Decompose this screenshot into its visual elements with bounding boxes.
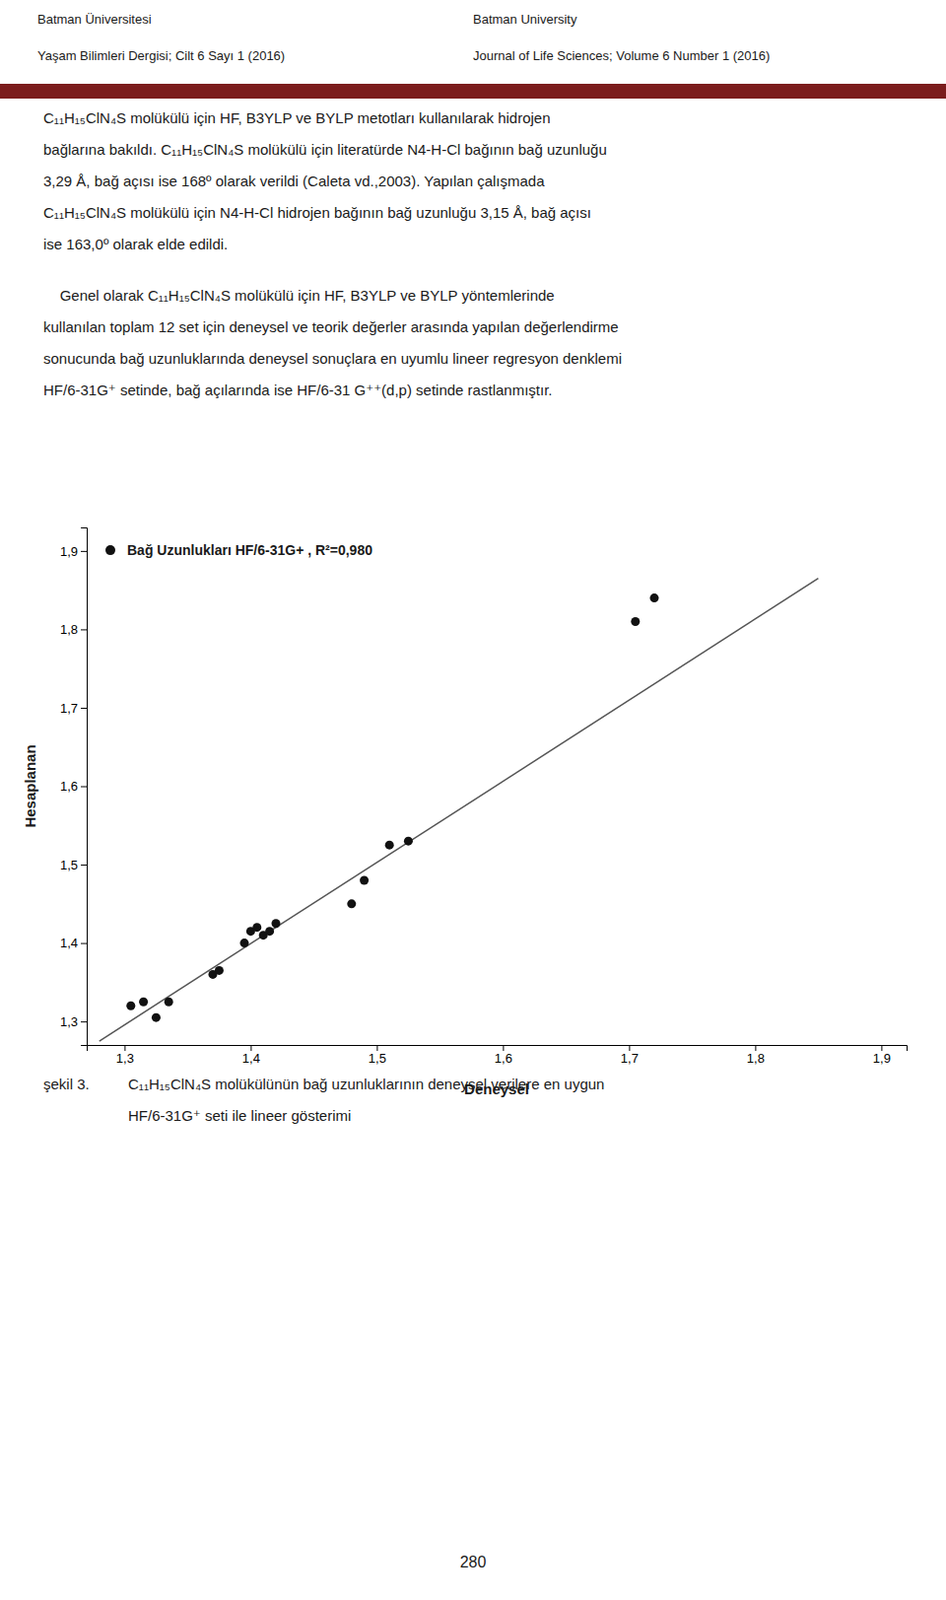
x-tick-mark xyxy=(628,1044,630,1051)
scatter-point xyxy=(346,898,356,908)
scatter-point xyxy=(138,997,148,1007)
x-tick-label: 1,3 xyxy=(116,1050,135,1066)
y-tick: 1,7 xyxy=(60,700,87,716)
y-tick-mark xyxy=(80,707,87,709)
x-tick: 1,9 xyxy=(873,1044,891,1066)
x-tick-mark xyxy=(376,1044,378,1051)
caption-line: HF/6-31G⁺ seti ile lineer gösterimi xyxy=(128,1106,351,1124)
page-background xyxy=(0,0,946,1600)
paragraph-line: bağlarına bakıldı. C₁₁H₁₅ClN₄S molükülü … xyxy=(43,140,608,158)
scatter-point xyxy=(126,1001,136,1011)
x-tick: 1,7 xyxy=(620,1044,639,1066)
x-tick-label: 1,8 xyxy=(746,1050,765,1066)
x-tick-mark xyxy=(124,1044,126,1051)
paragraph-line: C₁₁H₁₅ClN₄S molükülü için HF, B3YLP ve B… xyxy=(43,109,551,127)
body-text: C₁₁H₁₅ClN₄S molükülü için HF, B3YLP ve B… xyxy=(43,109,622,399)
x-tick-mark xyxy=(502,1044,504,1051)
x-tick-label: 1,7 xyxy=(620,1050,639,1066)
y-axis: 1,3 1,4 1,5 1,6 1,7 1,8 1,9 xyxy=(60,528,88,1046)
x-tick-label: 1,4 xyxy=(242,1050,261,1066)
paragraph-line: ise 163,0º olarak elde edildi. xyxy=(43,235,228,253)
x-axis: 1,3 1,4 1,5 1,6 1,7 1,8 1,9 xyxy=(87,1044,908,1066)
y-tick: 1,5 xyxy=(60,857,87,873)
x-tick-label: 1,5 xyxy=(368,1050,387,1066)
scatter-point xyxy=(252,922,262,932)
y-tick-mark xyxy=(80,550,87,552)
y-tick: 1,8 xyxy=(60,621,87,637)
x-tick-mark xyxy=(880,1044,882,1051)
y-tick-mark xyxy=(80,864,87,866)
x-tick-mark xyxy=(754,1044,756,1051)
y-tick-mark xyxy=(80,628,87,630)
chart: 1,31,41,51,61,71,81,91,31,41,51,61,71,81… xyxy=(21,528,908,1098)
header: Batman Üniversitesi Yaşam Bilimleri Dergi… xyxy=(37,11,770,64)
scatter-point xyxy=(650,593,660,603)
y-tick: 1,3 xyxy=(60,1013,87,1029)
paragraph-line: C₁₁H₁₅ClN₄S molükülü için N4-H-Cl hidroj… xyxy=(43,203,592,221)
y-tick-mark xyxy=(80,786,87,788)
scatter-point xyxy=(271,918,281,928)
legend: Bağ Uzunlukları HF/6-31G+ , R²=0,980 xyxy=(105,541,373,558)
y-tick: 1,9 xyxy=(60,543,87,559)
x-tick-label: 1,9 xyxy=(873,1050,891,1066)
y-axis-line xyxy=(80,528,88,1046)
y-tick-mark xyxy=(80,943,87,945)
x-tick: 1,4 xyxy=(242,1044,261,1066)
plot-marks xyxy=(99,578,819,1041)
header-bar xyxy=(0,83,946,99)
caption: şekil 3. C₁₁H₁₅ClN₄S molükülünün bağ uzun… xyxy=(43,1075,605,1124)
paragraph-line: 3,29 Å, bağ açısı ise 168º olarak verild… xyxy=(43,172,545,190)
y-tick-label: 1,9 xyxy=(60,543,78,559)
caption-line: C₁₁H₁₅ClN₄S molükülünün bağ uzunlukların… xyxy=(128,1075,605,1092)
y-tick-label: 1,6 xyxy=(60,778,78,794)
header-text: Yaşam Bilimleri Dergisi; Cilt 6 Sayı 1 (… xyxy=(37,48,285,64)
header-text: Journal of Life Sciences; Volume 6 Numbe… xyxy=(473,48,770,64)
y-tick: 1,4 xyxy=(60,935,87,950)
y-tick-label: 1,7 xyxy=(60,700,78,716)
scatter-points xyxy=(126,593,659,1022)
scatter-point xyxy=(240,938,250,947)
x-tick-label: 1,6 xyxy=(494,1050,513,1066)
scatter-point xyxy=(151,1013,161,1022)
scatter-point xyxy=(265,926,274,936)
page-number: 280 xyxy=(460,1553,487,1570)
scatter-point xyxy=(630,616,640,626)
y-tick-mark xyxy=(80,1020,87,1022)
y-tick-label: 1,4 xyxy=(60,935,78,950)
y-tick-label: 1,5 xyxy=(60,857,78,873)
paragraph-line: sonucunda bağ uzunluklarında deneysel so… xyxy=(43,349,622,367)
caption-prefix: şekil 3. xyxy=(43,1075,90,1092)
x-tick: 1,3 xyxy=(116,1044,135,1066)
header-text: Batman University xyxy=(473,11,578,27)
regression-line xyxy=(99,578,819,1041)
x-tick: 1,8 xyxy=(746,1044,765,1066)
legend-label: Bağ Uzunlukları HF/6-31G+ , R²=0,980 xyxy=(127,541,373,558)
legend-item: Bağ Uzunlukları HF/6-31G+ , R²=0,980 xyxy=(105,541,373,558)
paragraph-line: Genel olarak C₁₁H₁₅ClN₄S molükülü için H… xyxy=(43,286,555,304)
paragraph-line: HF/6-31G⁺ setinde, bağ açılarında ise HF… xyxy=(43,381,552,399)
x-tick: 1,5 xyxy=(368,1044,387,1066)
y-tick: 1,6 xyxy=(60,778,87,794)
x-axis-line xyxy=(87,1045,908,1052)
y-tick-label: 1,8 xyxy=(60,621,78,637)
legend-symbol xyxy=(105,544,116,555)
scatter-point xyxy=(359,875,369,884)
scatter-point xyxy=(214,965,224,975)
paragraph-line: kullanılan toplam 12 set için deneysel v… xyxy=(43,318,619,336)
page: Batman Üniversitesi Yaşam Bilimleri Dergi… xyxy=(0,0,946,1600)
y-axis-title: Hesaplanan xyxy=(21,743,39,827)
x-tick-mark xyxy=(250,1044,252,1051)
y-tick-label: 1,3 xyxy=(60,1013,78,1029)
scatter-point xyxy=(164,997,174,1007)
header-text: Batman Üniversitesi xyxy=(37,11,152,27)
scatter-point xyxy=(385,840,395,850)
x-tick: 1,6 xyxy=(494,1044,513,1066)
scatter-point xyxy=(404,836,413,846)
